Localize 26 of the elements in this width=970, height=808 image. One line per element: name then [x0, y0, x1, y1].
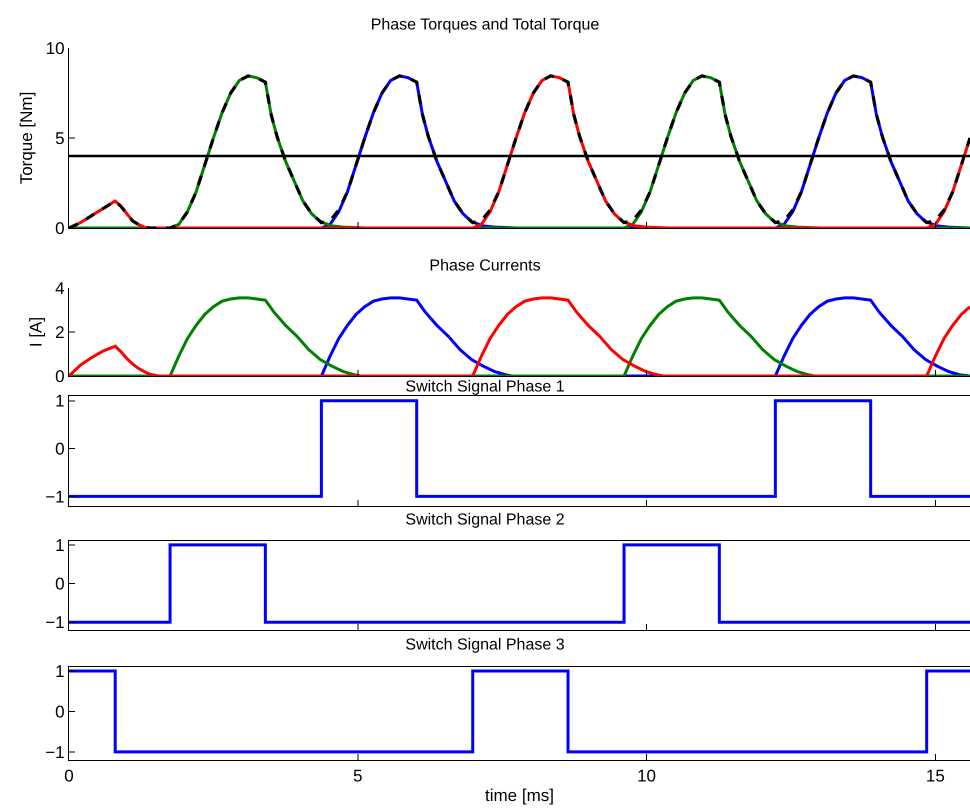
chart-title: Phase Torques and Total Torque [370, 16, 600, 34]
y-tick-label: 0 [55, 440, 65, 459]
y-tick-label: 10 [46, 38, 65, 58]
x-axis-title: time [ms] [485, 786, 554, 805]
y-tick-label: 2 [55, 322, 65, 342]
chart-title: Switch Signal Phase 3 [405, 636, 565, 654]
y-axis-title: Torque [Nm] [17, 92, 36, 184]
y-tick-label: 4 [55, 278, 65, 298]
y-tick-label: 0 [55, 366, 65, 386]
chart-title: Switch Signal Phase 1 [405, 378, 565, 396]
y-tick-label: 0 [55, 574, 65, 594]
y-axis-title: I [A] [26, 316, 46, 348]
y-tick-label: −1 [45, 613, 65, 632]
y-tick-label: 5 [55, 128, 65, 148]
x-tick-label: 5 [353, 766, 363, 786]
y-tick-label: −1 [45, 487, 65, 506]
y-tick-label: 1 [55, 392, 65, 411]
chart-title: Phase Currents [429, 258, 541, 275]
x-tick-label: 15 [926, 766, 945, 786]
y-tick-label: −1 [45, 742, 65, 762]
y-tick-label: 1 [55, 536, 65, 555]
y-tick-label: 0 [55, 218, 65, 238]
y-tick-label: 1 [55, 662, 65, 681]
x-tick-label: 10 [637, 766, 656, 786]
chart-title: Switch Signal Phase 2 [405, 512, 565, 529]
y-tick-label: 0 [55, 702, 65, 722]
